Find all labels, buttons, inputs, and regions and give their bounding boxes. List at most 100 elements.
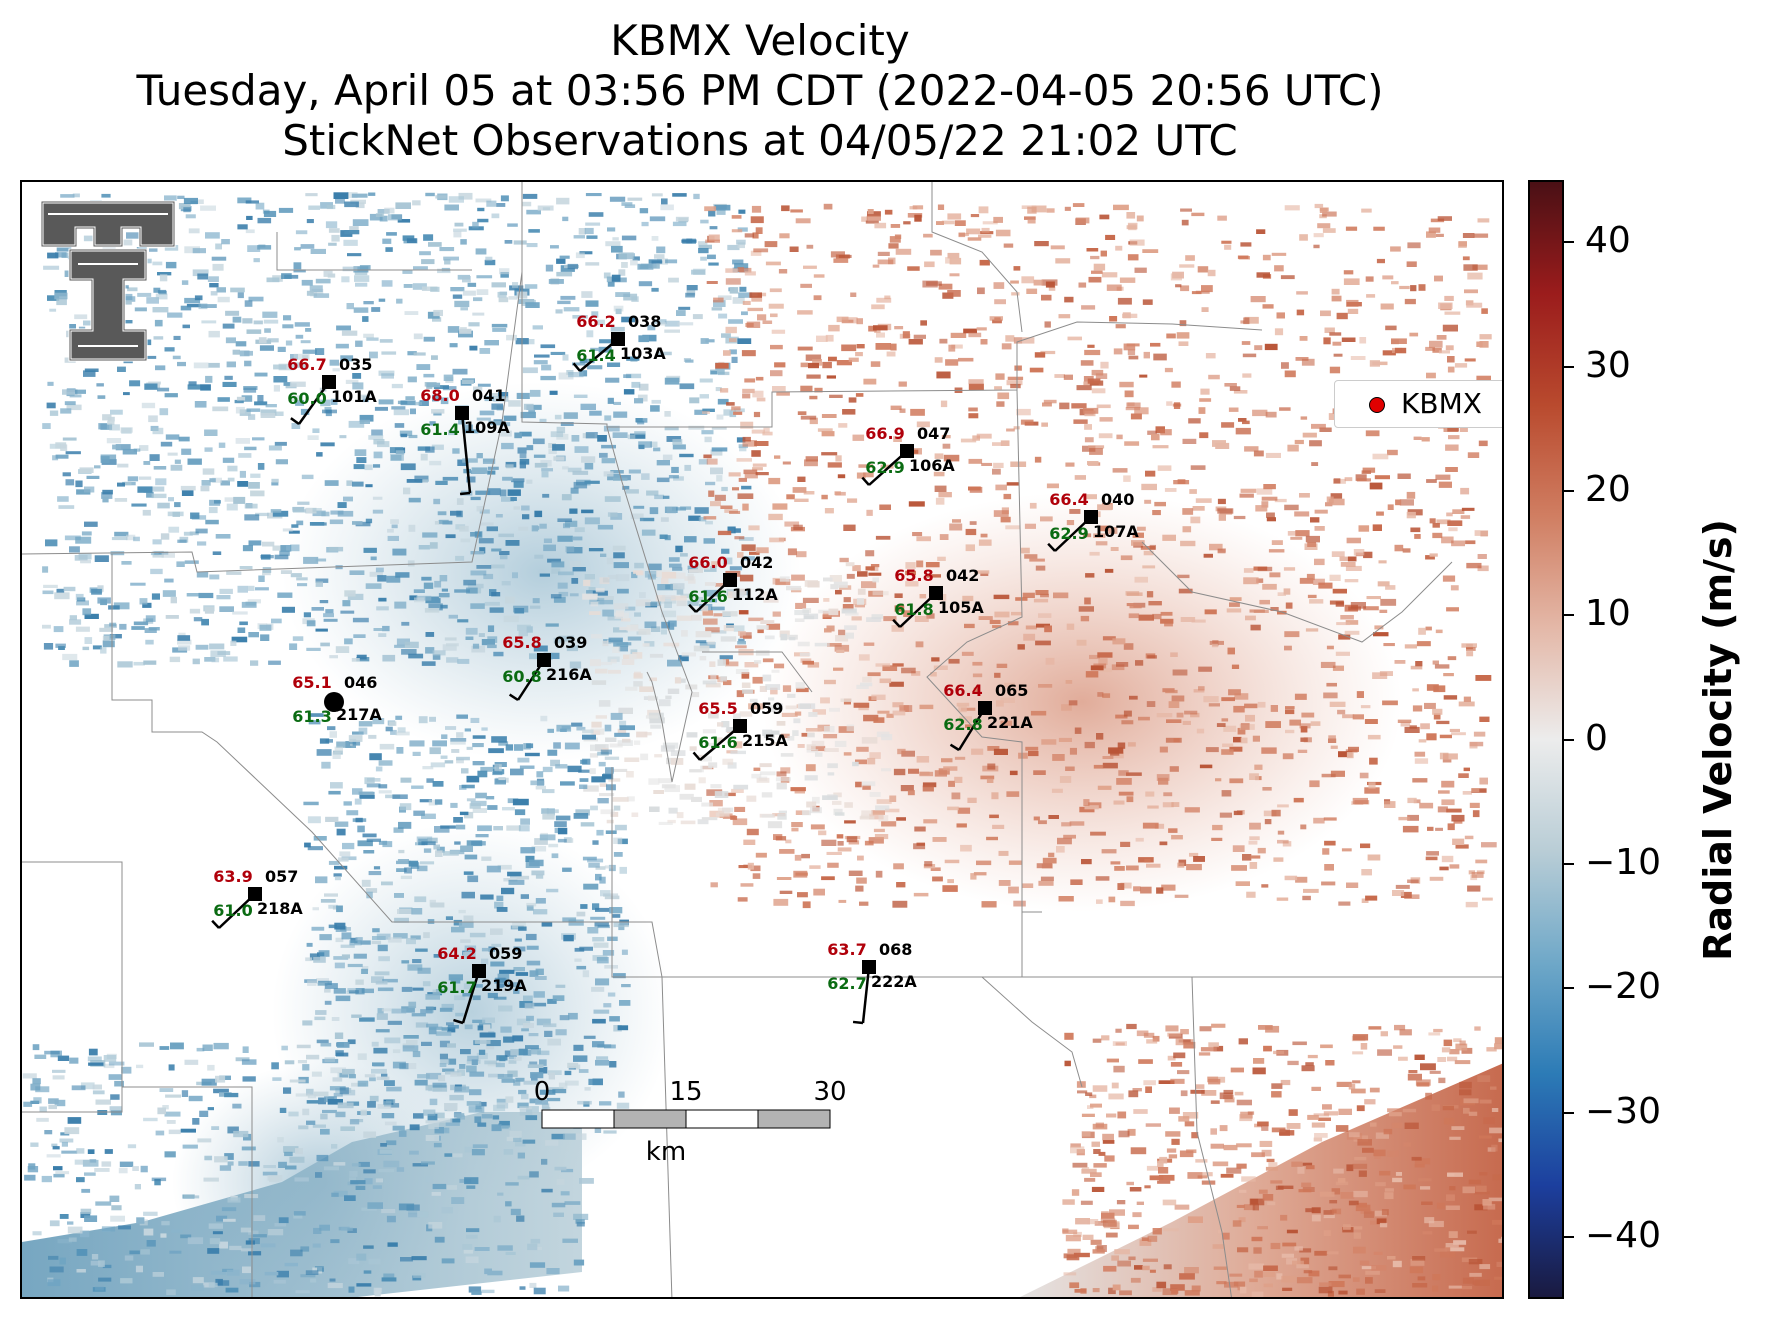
velocity-gates (22, 192, 1502, 1297)
station-dewpoint: 62.9 (1049, 524, 1088, 543)
station-dewpoint: 61.8 (894, 600, 933, 619)
station-marker (248, 887, 262, 901)
station-dewpoint: 60.0 (287, 389, 326, 408)
station-marker (733, 719, 747, 733)
station-105A[interactable]: 65.8 042 61.8 105A (892, 566, 984, 628)
station-dewpoint: 61.4 (420, 420, 459, 439)
title-line-3: StickNet Observations at 04/05/22 21:02 … (282, 116, 1238, 165)
wind-barb (861, 966, 871, 1024)
station-dewpoint: 62.7 (827, 974, 866, 993)
station-marker (322, 375, 336, 389)
station-221A[interactable]: 66.4 065 62.8 221A (943, 681, 1033, 752)
calm-wind-marker (324, 692, 344, 712)
station-id: 103A (620, 344, 666, 363)
wind-barb-flag (1047, 542, 1056, 552)
station-dewpoint: 61.6 (698, 733, 737, 752)
wind-barb-flag (949, 743, 960, 752)
sticknet-stations: 66.7 035 60.0 101A 68.0 041 61.4 109A 66.2 038 61.… (211, 312, 1139, 1025)
colorbar-tick-label: −10 (1585, 841, 1661, 883)
colorbar-tick-mark (1564, 1111, 1574, 1114)
radar-velocity-plot: 0 15 30 km 66.7 035 60.0 101A 68.0 041 61.4 109… (22, 182, 1502, 1297)
station-dewpoint: 62.9 (865, 458, 904, 477)
station-219A[interactable]: 64.2 059 61.7 219A (437, 944, 527, 1025)
station-106A[interactable]: 66.9 047 62.9 106A (861, 424, 955, 486)
station-103A[interactable]: 66.2 038 61.4 103A (572, 312, 667, 372)
station-temperature: 64.2 (437, 944, 476, 963)
station-id: 101A (331, 387, 377, 406)
station-wind-direction: 041 (472, 386, 505, 405)
station-temperature: 66.4 (1049, 490, 1088, 509)
station-wind-direction: 059 (750, 699, 783, 718)
station-id: 106A (909, 456, 955, 475)
station-marker (1084, 510, 1098, 524)
station-112A[interactable]: 66.0 042 61.6 112A (688, 553, 778, 613)
station-dewpoint: 61.6 (688, 587, 727, 606)
station-temperature: 66.7 (287, 355, 326, 374)
station-id: 109A (464, 418, 510, 437)
wind-barb-flag (892, 618, 901, 628)
station-109A[interactable]: 68.0 041 61.4 109A (420, 386, 510, 496)
station-id: 217A (336, 705, 382, 724)
station-temperature: 66.2 (576, 312, 615, 331)
station-temperature: 65.8 (502, 633, 541, 652)
station-marker (611, 332, 625, 346)
station-temperature: 65.8 (894, 566, 933, 585)
colorbar (1528, 180, 1564, 1299)
wind-barb (461, 970, 481, 1024)
wind-barb-flag (453, 1018, 464, 1025)
colorbar-tick-mark (1564, 614, 1574, 617)
wind-barb-flag (459, 491, 471, 496)
wind-barb (460, 412, 472, 494)
scale-bar: 0 15 30 km (534, 1077, 847, 1167)
station-marker (537, 653, 551, 667)
station-222A[interactable]: 63.7 068 62.7 222A (827, 940, 917, 1025)
station-dewpoint: 61.4 (576, 346, 615, 365)
station-temperature: 68.0 (420, 386, 459, 405)
colorbar-tick-label: 20 (1585, 468, 1631, 510)
station-216A[interactable]: 65.8 039 60.8 216A (502, 633, 592, 702)
wind-barb-flag (508, 693, 519, 702)
station-wind-direction: 057 (265, 867, 298, 886)
station-temperature: 66.0 (688, 553, 727, 572)
station-dewpoint: 62.8 (943, 715, 982, 734)
wind-barb-flag (688, 603, 697, 613)
station-wind-direction: 042 (740, 553, 773, 572)
station-wind-direction: 040 (1101, 490, 1134, 509)
station-temperature: 65.5 (698, 699, 737, 718)
scale-tick-30: 30 (813, 1077, 846, 1107)
station-107A[interactable]: 66.4 040 62.9 107A (1047, 490, 1139, 552)
station-wind-direction: 038 (628, 312, 661, 331)
station-wind-direction: 065 (995, 681, 1028, 700)
wind-barb-flag (861, 476, 870, 486)
scale-unit: km (646, 1137, 686, 1167)
wind-barb-flag (692, 751, 701, 761)
colorbar-tick-mark (1564, 1235, 1574, 1238)
colorbar-tick-label: −20 (1585, 966, 1661, 1008)
station-temperature: 66.9 (865, 424, 904, 443)
station-id: 215A (742, 731, 788, 750)
colorbar-tick-label: 10 (1585, 593, 1631, 635)
wind-barb-flag (852, 1020, 864, 1025)
colorbar-tick-label: −40 (1585, 1214, 1661, 1256)
station-id: 107A (1093, 522, 1139, 541)
legend-label: KBMX (1401, 387, 1482, 420)
station-215A[interactable]: 65.5 059 61.6 215A (692, 699, 789, 761)
station-wind-direction: 039 (554, 633, 587, 652)
station-temperature: 63.9 (213, 867, 252, 886)
station-wind-direction: 046 (344, 673, 377, 692)
colorbar-tick-mark (1564, 489, 1574, 492)
station-218A[interactable]: 63.9 057 61.0 218A (211, 867, 303, 929)
radar-map[interactable]: 0 15 30 km 66.7 035 60.0 101A 68.0 041 61.4 109… (20, 180, 1504, 1299)
station-dewpoint: 61.3 (292, 707, 331, 726)
station-dewpoint: 60.8 (502, 667, 541, 686)
colorbar-tick-label: 30 (1585, 344, 1631, 386)
scale-tick-0: 0 (534, 1077, 551, 1107)
colorbar-tick-label: −30 (1585, 1090, 1661, 1132)
station-marker (862, 960, 876, 974)
colorbar-tick-label: 40 (1585, 220, 1631, 262)
station-217A[interactable]: 65.1 046 61.3 217A (292, 673, 382, 726)
station-marker (929, 586, 943, 600)
station-101A[interactable]: 66.7 035 60.0 101A (287, 355, 377, 426)
station-marker (455, 406, 469, 420)
station-temperature: 63.7 (827, 940, 866, 959)
